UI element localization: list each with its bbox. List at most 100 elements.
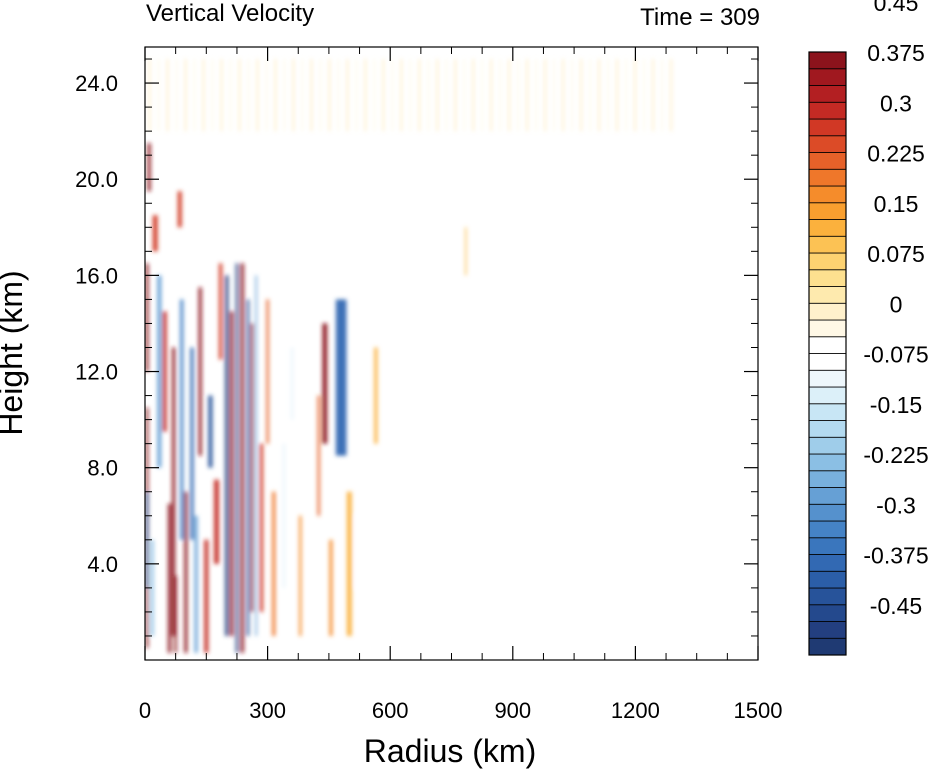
colorbar-label: 0.15 (874, 191, 919, 217)
colorbar-swatch (808, 453, 847, 472)
colorbar-swatch (808, 604, 847, 622)
strat-streak (436, 59, 438, 132)
colorbar-label: -0.375 (863, 543, 928, 569)
strat-streak (418, 59, 420, 132)
velocity-band-2 (147, 143, 151, 192)
strat-streak (337, 59, 339, 132)
strat-streak (598, 59, 600, 132)
strat-streak (472, 59, 474, 132)
strat-streak (481, 59, 483, 132)
colorbar-label: 0.375 (867, 40, 925, 66)
colorbar-swatch (808, 403, 847, 421)
colorbar-swatch (808, 570, 847, 589)
y-tick-label: 12.0 (75, 360, 118, 385)
strat-streak (158, 59, 160, 132)
velocity-band-29 (266, 299, 269, 444)
strat-streak (149, 59, 151, 132)
colorbar-label: -0.3 (876, 492, 916, 518)
velocity-band-4 (150, 539, 154, 636)
strat-streak (463, 59, 465, 132)
strat-streak (661, 59, 663, 132)
strat-streak (283, 59, 285, 132)
strat-streak (373, 59, 375, 132)
strat-streak (221, 59, 223, 132)
velocity-band-34 (317, 395, 320, 516)
colorbar: 0.45 0.375 0.3 0.225 0.15 0.075 0 -0.075 -0.15 -0… (808, 0, 929, 656)
colorbar-swatch (808, 118, 847, 137)
colorbar-swatch (808, 152, 847, 170)
colorbar-label: -0.45 (870, 593, 922, 619)
colorbar-swatch (808, 51, 847, 70)
y-tick-label: 8.0 (87, 456, 118, 481)
y-axis: 4.0 8.0 12.0 16.0 20.0 24.0 (75, 58, 758, 637)
velocity-band-38 (346, 491, 352, 636)
colorbar-swatch (808, 537, 847, 555)
strat-streak (167, 59, 169, 132)
strat-streak (454, 59, 456, 132)
velocity-field (145, 59, 672, 653)
colorbar-swatch (808, 85, 847, 103)
strat-streak (580, 59, 582, 132)
colorbar-swatch (808, 286, 847, 304)
colorbar-swatch (808, 168, 847, 187)
strat-streak (301, 59, 303, 132)
strat-streak (328, 59, 330, 132)
strat-streak (400, 59, 402, 132)
strat-streak (292, 59, 294, 132)
colorbar-swatch (808, 319, 847, 338)
colorbar-swatch (808, 219, 847, 237)
strat-streak (508, 59, 510, 132)
strat-streak (230, 59, 232, 132)
strat-streak (346, 59, 348, 132)
velocity-band-19 (214, 479, 219, 564)
velocity-band-12 (180, 299, 184, 540)
velocity-band-6 (157, 275, 162, 468)
colorbar-label: 0.45 (874, 0, 919, 16)
x-tick-label: 0 (139, 698, 151, 723)
strat-streak (634, 59, 636, 132)
colorbar-swatch (808, 470, 847, 488)
colorbar-swatch (808, 101, 847, 120)
colorbar-label: 0.225 (867, 141, 925, 167)
velocity-band-9 (171, 347, 176, 636)
colorbar-swatch (808, 420, 847, 438)
strat-streak (499, 59, 501, 132)
strat-streak (427, 59, 429, 132)
velocity-band-18 (208, 395, 213, 468)
velocity-band-36 (329, 539, 333, 636)
x-tick-label: 300 (249, 698, 286, 723)
y-tick-label: 20.0 (75, 167, 118, 192)
strat-streak (247, 59, 249, 132)
x-tick-label: 900 (494, 698, 531, 723)
colorbar-label: 0 (890, 291, 903, 317)
strat-streak (625, 59, 627, 132)
velocity-band-25 (246, 299, 250, 636)
colorbar-label: 0.075 (867, 241, 925, 267)
strat-streak (212, 59, 214, 132)
x-tick-label: 1500 (734, 698, 783, 723)
strat-streak (643, 59, 645, 132)
colorbar-swatch (808, 621, 847, 639)
strat-streak (535, 59, 537, 132)
strat-streak (185, 59, 187, 132)
velocity-band-35 (322, 323, 328, 444)
colorbar-swatch (808, 587, 847, 606)
strat-streak (607, 59, 609, 132)
strat-streak (355, 59, 357, 132)
x-axis: 0 300 600 900 1200 1500 (139, 47, 783, 723)
velocity-band-20 (218, 263, 223, 360)
velocity-band-23 (235, 263, 239, 653)
colorbar-swatch (808, 487, 847, 505)
velocity-band-39 (355, 515, 360, 588)
velocity-band-40 (374, 347, 378, 444)
strat-streak (571, 59, 573, 132)
strat-streak (670, 59, 672, 132)
y-tick-label: 24.0 (75, 71, 118, 96)
colorbar-swatch (808, 252, 847, 271)
x-tick-label: 1200 (611, 698, 660, 723)
colorbar-swatch (808, 68, 847, 86)
strat-streak (652, 59, 654, 132)
strat-streak (319, 59, 321, 132)
colorbar-swatch (808, 202, 847, 220)
